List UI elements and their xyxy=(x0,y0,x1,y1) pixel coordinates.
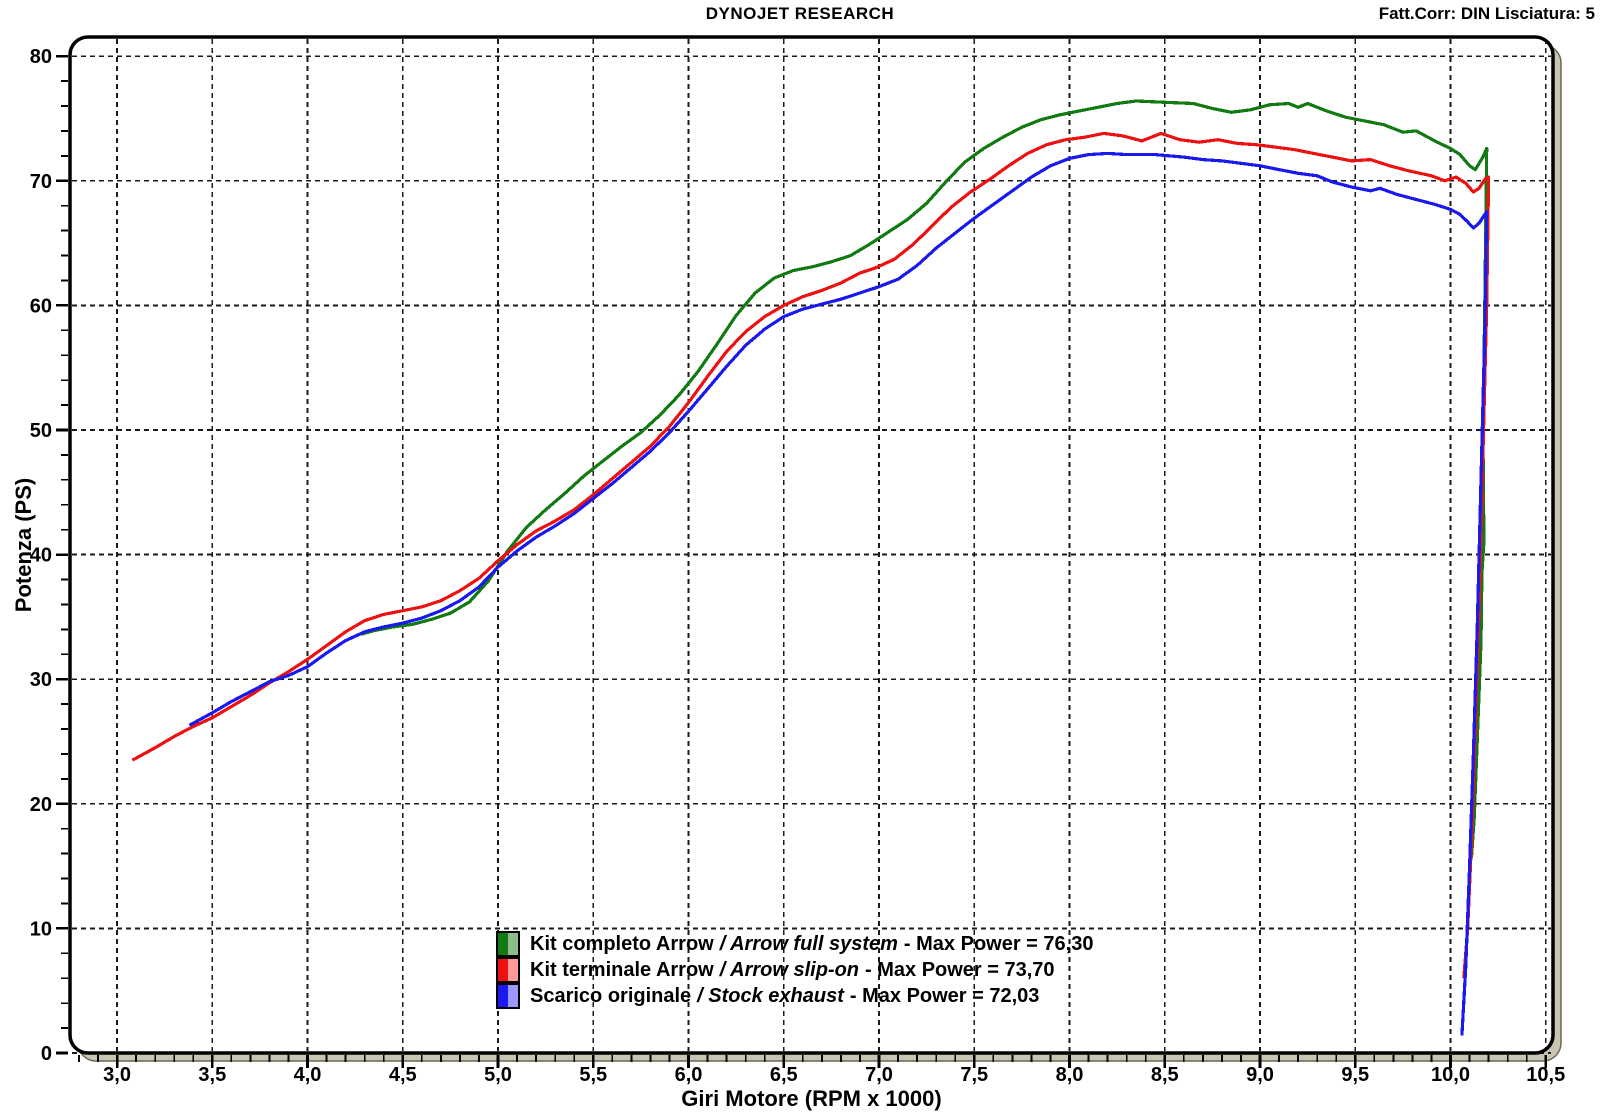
legend-label-it: Kit completo Arrow xyxy=(530,932,714,955)
x-tick-label: 3,5 xyxy=(198,1064,226,1086)
y-tick-label: 0 xyxy=(41,1043,52,1065)
page-title: DYNOJET RESEARCH xyxy=(705,4,895,23)
y-tick-label: 70 xyxy=(30,171,52,193)
y-tick-label: 50 xyxy=(30,420,52,442)
x-tick-label: 3,0 xyxy=(103,1064,131,1086)
x-tick-label: 10,0 xyxy=(1431,1064,1470,1086)
y-tick-label: 60 xyxy=(30,295,52,317)
y-tick-label: 40 xyxy=(30,545,52,567)
y-tick-label: 30 xyxy=(30,669,52,691)
legend-swatch-green xyxy=(496,931,520,957)
correction-factor-label: Fatt.Corr: DIN Lisciatura: 5 xyxy=(1378,4,1595,23)
legend-label-en: / Arrow full system xyxy=(719,932,898,955)
legend-label-en: / Stock exhaust xyxy=(697,984,844,1007)
x-tick-label: 9,5 xyxy=(1341,1064,1369,1086)
x-tick-label: 10,5 xyxy=(1526,1064,1565,1086)
x-axis-title: Giri Motore (RPM x 1000) xyxy=(681,1086,942,1111)
x-tick-label: 5,0 xyxy=(484,1064,512,1086)
y-axis-title: Potenza (PS) xyxy=(11,477,36,613)
x-tick-label: 6,5 xyxy=(770,1064,798,1086)
legend-max-power: - Max Power = 76,30 xyxy=(903,932,1094,955)
legend-row-arrow-full-system: Kit completo Arrow / Arrow full system -… xyxy=(496,931,1093,957)
legend-row-arrow-slip-on: Kit terminale Arrow / Arrow slip-on - Ma… xyxy=(496,957,1093,983)
legend-max-power: - Max Power = 72,03 xyxy=(849,984,1040,1007)
x-tick-label: 8,0 xyxy=(1056,1064,1084,1086)
x-tick-label: 4,5 xyxy=(389,1064,417,1086)
power-curve-0 xyxy=(360,99,1489,858)
x-tick-label: 4,0 xyxy=(294,1064,322,1086)
x-tick-label: 5,5 xyxy=(579,1064,607,1086)
legend-row-stock-exhaust: Scarico originale / Stock exhaust - Max … xyxy=(496,983,1093,1009)
x-tick-label: 8,5 xyxy=(1151,1064,1179,1086)
legend-label-it: Kit terminale Arrow xyxy=(530,958,714,981)
x-tick-label: 7,5 xyxy=(960,1064,988,1086)
x-tick-label: 9,0 xyxy=(1246,1064,1274,1086)
power-curve-2 xyxy=(188,151,1489,1036)
y-tick-label: 10 xyxy=(30,918,52,940)
y-tick-label: 80 xyxy=(30,46,52,68)
x-tick-label: 7,0 xyxy=(865,1064,893,1086)
legend-swatch-blue xyxy=(496,983,520,1009)
legend-swatch-red xyxy=(496,957,520,983)
legend-label-en: / Arrow slip-on xyxy=(719,958,860,981)
power-curve-1 xyxy=(131,131,1491,979)
legend: Kit completo Arrow / Arrow full system -… xyxy=(496,931,1093,1009)
legend-label-it: Scarico originale xyxy=(530,984,692,1007)
x-tick-label: 6,0 xyxy=(675,1064,703,1086)
y-tick-label: 20 xyxy=(30,794,52,816)
legend-max-power: - Max Power = 73,70 xyxy=(865,958,1055,981)
